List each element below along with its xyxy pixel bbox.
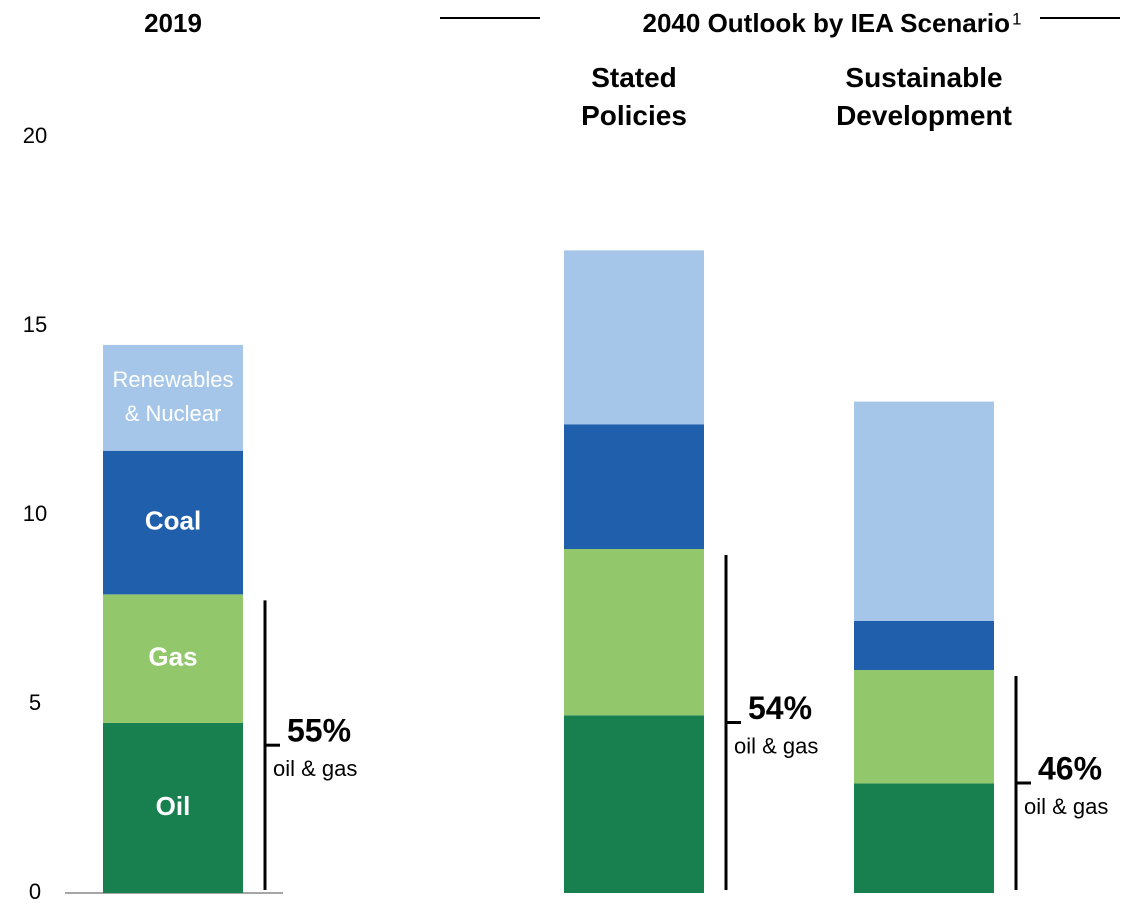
bar-segment: [103, 594, 243, 723]
y-tick-label: 5: [29, 690, 41, 715]
segment-label: Renewables & Nuclear: [112, 367, 233, 426]
footnote-mark: 1: [1012, 9, 1021, 28]
bar-segment: [103, 722, 243, 893]
category-label: Stated Policies: [581, 62, 687, 131]
y-tick-label: 15: [23, 312, 47, 337]
bar-segment: [103, 344, 243, 451]
y-tick-label: 10: [23, 501, 47, 526]
bar-segment: [854, 620, 994, 670]
segment-label-line: Renewables: [112, 367, 233, 392]
segment-label: Gas: [148, 642, 197, 672]
segment-label: Oil: [156, 791, 191, 821]
category-label-line: Development: [836, 100, 1012, 131]
share-note: oil & gas: [273, 756, 357, 781]
segment-label-line: & Nuclear: [125, 401, 222, 426]
category-label-line: Policies: [581, 100, 687, 131]
bar-segment: [564, 250, 704, 425]
share-label: 54%: [748, 690, 812, 726]
share-note: oil & gas: [1024, 794, 1108, 819]
share-label: 46%: [1038, 750, 1102, 786]
category-label: 2019: [144, 8, 202, 38]
share-label: 55%: [287, 713, 351, 749]
y-tick-label: 20: [23, 123, 47, 148]
bar-segment: [564, 424, 704, 550]
group-title: 2040 Outlook by IEA Scenario: [643, 8, 1011, 38]
segment-label: Coal: [145, 505, 201, 535]
share-note: oil & gas: [734, 733, 818, 758]
category-label-line: Stated: [591, 62, 677, 93]
category-label: Sustainable Development: [836, 62, 1012, 131]
bar-segment: [564, 549, 704, 716]
bar-segment: [854, 669, 994, 784]
bar-segment: [564, 715, 704, 893]
bar-segment: [103, 450, 243, 595]
bar-segment: [854, 783, 994, 893]
bar-segment: [854, 401, 994, 621]
y-tick-label: 0: [29, 879, 41, 904]
category-label-line: Sustainable: [845, 62, 1002, 93]
